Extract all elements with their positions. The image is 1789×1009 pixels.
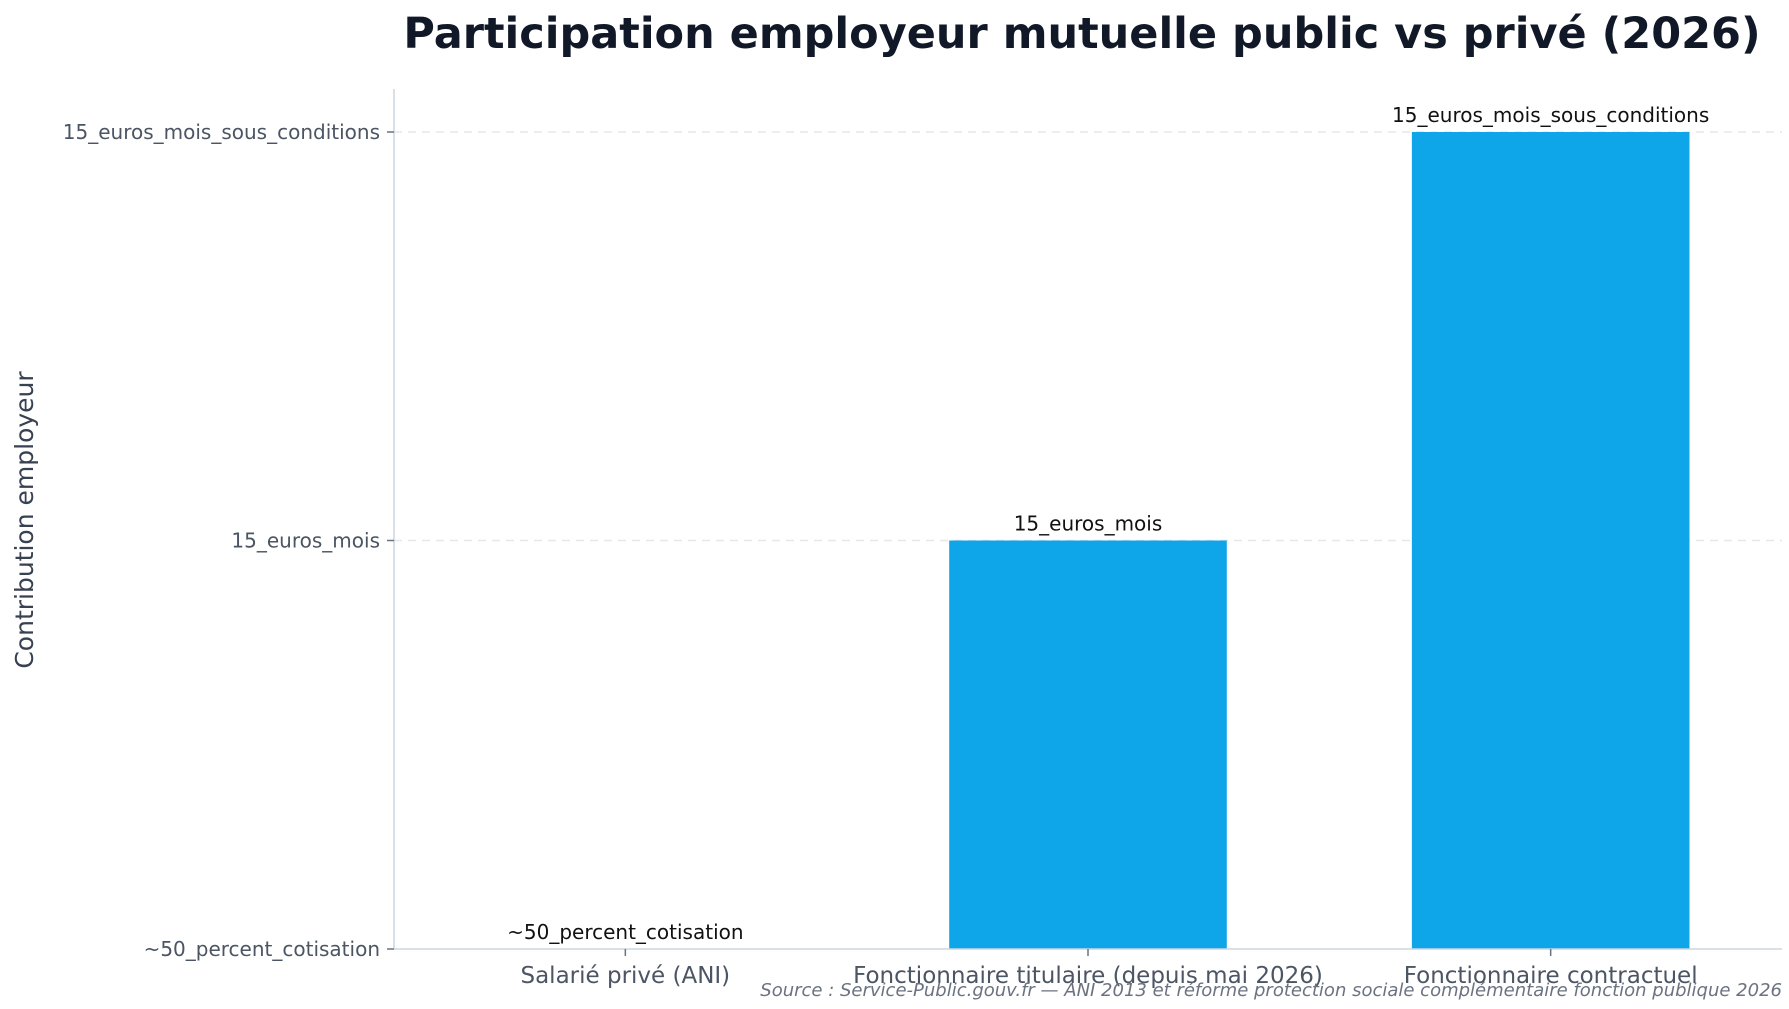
data-label: ~50_percent_cotisation	[507, 920, 743, 944]
y-axis-label: Contribution employeur	[10, 371, 39, 669]
data-labels: ~50_percent_cotisation 15_euros_mois 15_eu…	[507, 103, 1709, 944]
bar-fonctionnaire-contractuel	[1411, 132, 1690, 949]
source-note: Source : Service-Public.gouv.fr — ANI 20…	[760, 980, 1782, 1001]
y-tick-label: 15_euros_mois_sous_conditions	[63, 120, 380, 144]
x-axis-ticks: Salarié privé (ANI) Fonctionnaire titulai…	[520, 949, 1698, 989]
chart-title: Participation employeur mutuelle public …	[403, 9, 1760, 59]
x-tick-label: Salarié privé (ANI)	[520, 963, 730, 989]
y-axis-ticks: ~50_percent_cotisation 15_euros_mois 15_eu…	[63, 120, 394, 961]
y-tick-label: 15_euros_mois	[231, 529, 380, 553]
x-tick-label: Fonctionnaire titulaire (depuis mai 2026…	[853, 963, 1323, 989]
bars	[949, 132, 1690, 949]
y-tick-label: ~50_percent_cotisation	[144, 937, 380, 961]
data-label: 15_euros_mois_sous_conditions	[1392, 103, 1709, 127]
x-tick-label: Fonctionnaire contractuel	[1404, 963, 1698, 989]
data-label: 15_euros_mois	[1014, 512, 1163, 536]
bar-fonctionnaire-titulaire-depuis-mai-2026	[949, 540, 1227, 949]
